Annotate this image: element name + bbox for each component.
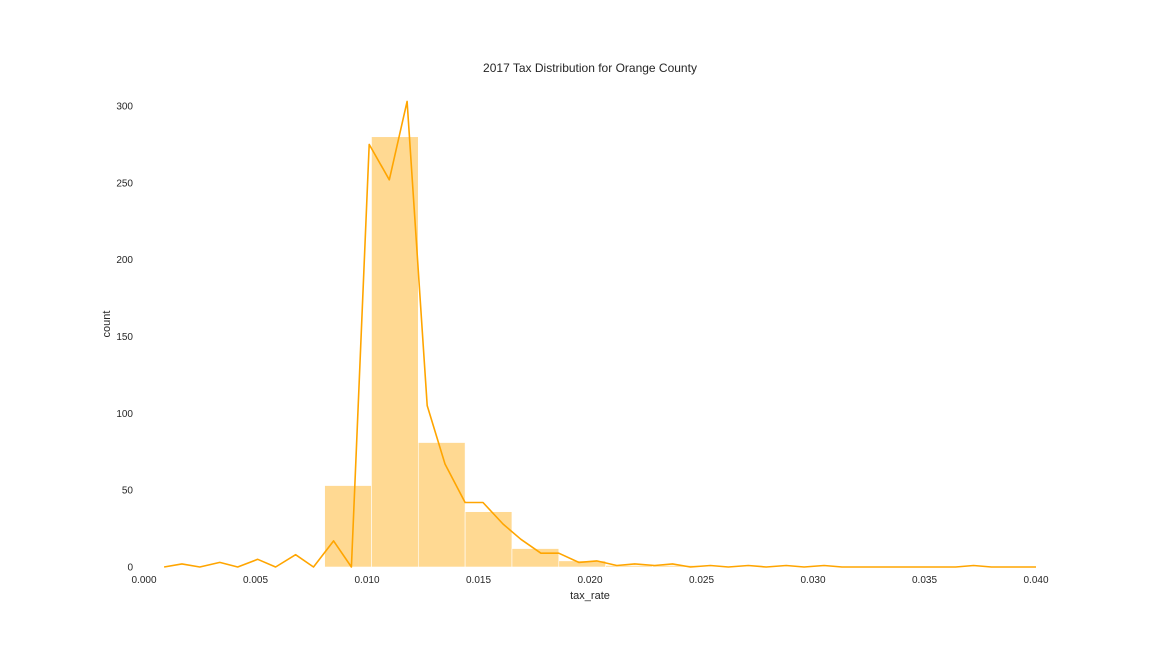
- y-tick-label: 300: [116, 102, 133, 113]
- y-tick-label: 250: [116, 178, 133, 189]
- bars-layer: [324, 136, 700, 568]
- y-tick-label: 200: [116, 255, 133, 266]
- x-tick-label: 0.010: [354, 575, 379, 586]
- x-tick-label: 0.015: [466, 575, 491, 586]
- y-axis-ticks: 0 50 100 150 200 250 300: [116, 102, 133, 574]
- histogram-bar-0: [324, 485, 372, 568]
- x-tick-label: 0.025: [689, 575, 714, 586]
- x-tick-label: 0.005: [243, 575, 268, 586]
- histogram-bar-3: [464, 511, 513, 568]
- x-tick-label: 0.030: [800, 575, 825, 586]
- histogram-bar-1: [371, 136, 419, 568]
- x-tick-label: 0.040: [1023, 575, 1048, 586]
- histogram-bar-2: [417, 442, 466, 568]
- x-tick-label: 0.035: [912, 575, 937, 586]
- kde-line-layer: [163, 100, 1036, 568]
- x-axis-ticks: 0.000 0.005 0.010 0.015 0.020 0.025 0.030 0.035…: [131, 575, 1048, 586]
- x-axis-label: tax_rate: [570, 590, 610, 602]
- x-tick-label: 0.020: [577, 575, 602, 586]
- y-tick-label: 0: [127, 563, 133, 574]
- y-tick-label: 100: [116, 409, 133, 420]
- y-tick-label: 150: [116, 332, 133, 343]
- chart-title: 2017 Tax Distribution for Orange County: [483, 61, 697, 75]
- kde-line: [163, 100, 1036, 568]
- histogram-bar-4: [511, 548, 560, 568]
- histogram-bar-5: [558, 560, 606, 568]
- x-tick-label: 0.000: [131, 575, 156, 586]
- y-tick-label: 50: [122, 486, 134, 497]
- y-axis-label: count: [101, 311, 113, 338]
- histogram-bar-6: [605, 565, 653, 568]
